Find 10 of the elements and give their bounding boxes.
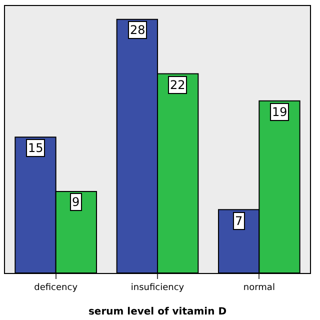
x-axis-title: serum level of vitamin D — [88, 306, 227, 318]
data-label: 9 — [72, 195, 80, 209]
data-label: 7 — [235, 214, 243, 228]
data-label: 19 — [272, 105, 288, 119]
x-tick-label: deficency — [34, 282, 78, 293]
data-label: 28 — [130, 23, 146, 37]
data-label: 15 — [28, 141, 44, 155]
data-label: 22 — [170, 78, 186, 92]
x-tick-label: normal — [243, 282, 275, 293]
x-tick-label: insuficiency — [130, 282, 185, 293]
